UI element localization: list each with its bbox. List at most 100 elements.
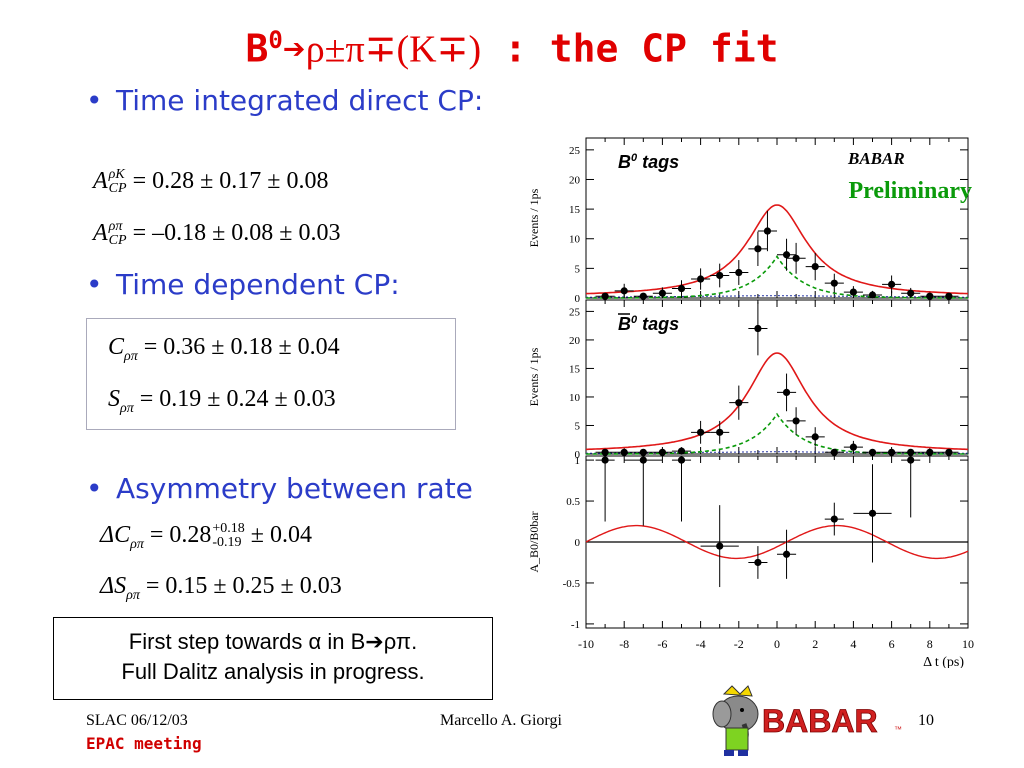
data-point-1-1 [620,448,628,456]
title-prefix: B [245,26,269,71]
x-tick-label-5: 0 [774,637,780,651]
logo-text: BABAR [762,703,878,739]
data-point-0-6 [716,271,724,280]
equation-acp-rhopi: Aρπ CP = –0.18 ± 0.08 ± 0.03 [93,219,341,249]
x-tick-label-0: -10 [578,637,594,651]
data-point-2-7 [868,509,877,517]
fit-total-curve-1 [585,352,969,451]
data-point-0-0 [601,292,609,300]
data-point-0-12 [811,262,819,271]
equation-delta-c: ΔCρπ = 0.28+0.18 -0.19 ± 0.04 [100,521,312,552]
footer-meeting: EPAC meeting [86,734,202,753]
data-point-0-13 [830,279,838,287]
data-point-0-19 [945,292,953,300]
data-point-1-15 [888,448,896,456]
data-point-1-11 [811,433,819,441]
x-axis-label: Δ t (ps) [923,655,964,668]
y-tick-label-2-2: 0 [575,537,581,549]
data-point-2-3 [716,542,724,550]
data-point-2-5 [782,550,791,558]
data-point-0-7 [735,268,743,277]
fit-total-curve-0 [586,204,968,295]
callout-line-1: First step towards α in B➔ρπ. [128,629,418,654]
panel-label-1: B0 tags [618,314,679,334]
x-tick-label-6: 2 [812,637,818,651]
x-tick-label-1: -8 [619,637,629,651]
data-point-0-2 [639,292,647,300]
data-point-0-17 [907,289,915,297]
x-tick-label-9: 8 [927,637,933,651]
y-tick-label-1-3: 15 [569,363,581,375]
data-point-2-8 [907,456,915,464]
data-point-0-15 [868,291,877,299]
bullet-time-dependent: • Time dependent CP: [86,268,400,301]
data-point-1-12 [830,448,838,456]
footer-venue: SLAC 06/12/03 [86,712,188,729]
equation-c-rhopi: Cρπ = 0.36 ± 0.18 ± 0.04 [108,334,340,364]
data-point-2-4 [754,558,762,567]
callout-box: First step towards α in B➔ρπ. Full Dalit… [53,617,493,700]
panel-label-0: B0 tags [618,152,679,172]
data-point-1-17 [926,448,934,456]
babar-logo: BABAR ™ [712,685,902,756]
equation-acp-rhok: AρK CP = 0.28 ± 0.17 ± 0.08 [93,167,329,197]
data-point-0-5 [697,275,705,283]
y-axis-label-0: Events / 1ps [527,188,541,247]
data-point-1-0 [601,448,609,456]
footer-page-number: 10 [918,712,934,729]
y-tick-label-0-3: 15 [569,204,581,216]
slide-title: B0➔ρ±π∓(K∓) : the CP fit [0,26,1024,72]
data-point-1-5 [697,428,705,436]
bullet-time-integrated: • Time integrated direct CP: [86,84,484,117]
fit-signal-curve-1 [586,412,968,455]
data-point-2-1 [639,456,647,464]
data-point-0-14 [849,288,857,296]
data-point-0-1 [620,287,628,295]
data-point-1-13 [849,443,857,451]
preliminary-label: Preliminary [848,178,972,204]
title-decay: ρ±π∓(K∓) [305,28,482,71]
babar-watermark: BABAR [847,149,905,168]
y-tick-label-0-1: 5 [575,263,581,275]
data-point-2-2 [677,456,686,464]
x-tick-label-8: 6 [889,637,895,651]
data-point-0-11 [792,254,800,262]
x-tick-label-10: 10 [962,637,974,651]
data-point-1-3 [658,448,666,456]
x-tick-label-3: -4 [696,637,706,651]
y-tick-label-0-0: 0 [575,293,581,305]
data-point-0-16 [888,280,896,288]
y-tick-label-0-5: 25 [569,145,581,157]
data-point-1-2 [639,448,647,456]
title-sup: 0 [268,26,283,54]
asymmetry-fit-curve [585,524,969,560]
y-tick-label-1-0: 0 [575,449,581,461]
y-tick-label-2-4: 1 [575,455,581,467]
y-tick-label-2-0: -1 [571,619,580,631]
y-tick-label-0-2: 10 [569,234,581,246]
footer-author: Marcello A. Giorgi [440,712,562,729]
title-arrow: ➔ [282,26,306,71]
y-axis-label-1: Events / 1ps [527,347,541,406]
data-point-0-4 [677,284,686,293]
data-point-1-14 [868,448,877,456]
y-tick-label-1-2: 10 [569,392,581,404]
data-point-1-7 [735,399,743,407]
data-point-0-18 [926,292,934,300]
data-point-1-8 [754,324,762,333]
data-point-1-10 [792,417,800,425]
equation-delta-s: ΔSρπ = 0.15 ± 0.25 ± 0.03 [100,573,342,603]
equation-s-rhopi: Sρπ = 0.19 ± 0.24 ± 0.03 [108,386,336,416]
y-tick-label-0-4: 20 [569,174,581,186]
elephant-icon [712,685,759,756]
bullet-asymmetry: • Asymmetry between rate [86,472,473,505]
y-tick-label-2-1: -0.5 [563,578,581,590]
y-tick-label-1-5: 25 [569,306,581,318]
callout-line-2: Full Dalitz analysis in progress. [121,659,425,684]
data-point-0-10 [782,251,791,259]
data-point-2-0 [601,456,609,464]
data-point-0-9 [763,227,772,235]
y-tick-label-2-3: 0.5 [566,496,580,508]
y-tick-label-1-4: 20 [569,335,581,347]
